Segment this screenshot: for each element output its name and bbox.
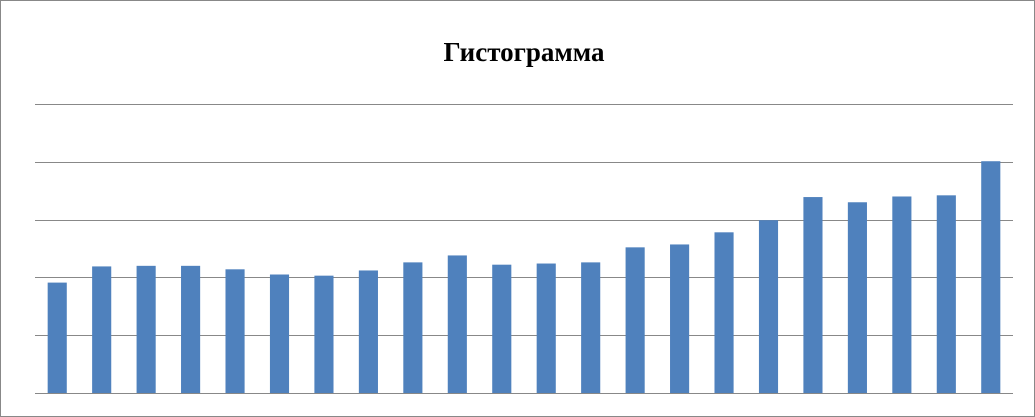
bar (892, 196, 912, 393)
bar (803, 197, 823, 393)
bar (136, 265, 156, 393)
chart-title: Гистограмма (444, 37, 605, 67)
bar (625, 247, 645, 393)
bar (936, 195, 956, 393)
bar (714, 232, 734, 393)
bar (92, 266, 112, 393)
bar (758, 220, 779, 393)
bar (847, 202, 867, 393)
bar (981, 161, 1001, 393)
bar (314, 275, 334, 393)
bar (581, 262, 601, 393)
bar (181, 265, 201, 393)
bar (536, 263, 556, 393)
bar (225, 269, 245, 393)
bar (447, 255, 467, 393)
bar (269, 274, 290, 393)
bar (358, 270, 378, 393)
bar (492, 264, 512, 393)
bar (403, 262, 423, 393)
bar (47, 282, 67, 393)
bar (670, 244, 690, 393)
